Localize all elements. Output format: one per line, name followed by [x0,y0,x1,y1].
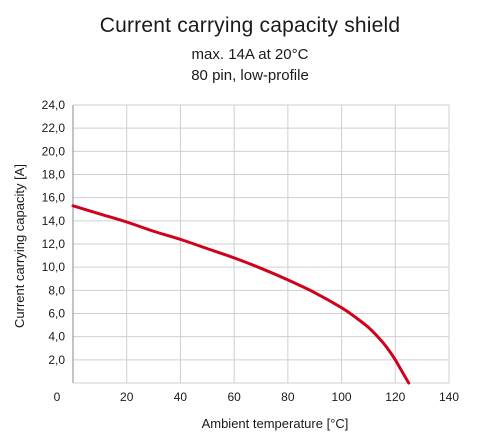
axes [72,105,449,384]
series-line [71,204,411,385]
y-tick-label: 10,0 [42,260,66,274]
x-axis-label: Ambient temperature [°C] [202,416,349,431]
x-tick-label: 100 [332,390,352,404]
series-layer [71,204,411,385]
y-tick-label: 2,0 [48,353,65,367]
chart-subtitle-variant: 80 pin, low-profile [191,67,309,84]
x-tick-label: 140 [439,390,459,404]
x-tick-label: 40 [174,390,188,404]
x-tick-label: 80 [281,390,295,404]
tick-labels: 0 20 40 60 80 100 120 140 2,0 4,0 6,0 8,0 10,0 12,0 14… [42,98,460,404]
y-tick-label: 18,0 [42,168,66,182]
y-tick-label: 22,0 [42,121,66,135]
y-tick-label: 24,0 [42,98,66,112]
grid-lines [73,104,450,383]
chart-subtitle-rating: max. 14A at 20°C [191,46,309,63]
y-tick-label: 14,0 [42,214,66,228]
x-tick-label: 20 [120,390,134,404]
y-tick-label: 4,0 [48,330,65,344]
x-tick-label: 60 [227,390,241,404]
y-tick-label: 6,0 [48,307,65,321]
x-tick-label: 120 [385,390,405,404]
x-tick-label: 0 [54,390,61,404]
y-tick-label: 20,0 [42,144,66,158]
y-tick-label: 8,0 [48,283,65,297]
y-tick-label: 12,0 [42,237,66,251]
y-tick-label: 16,0 [42,191,66,205]
chart-title: Current carrying capacity shield [99,14,401,37]
y-axis-label: Current carrying capacity [A] [12,164,27,328]
